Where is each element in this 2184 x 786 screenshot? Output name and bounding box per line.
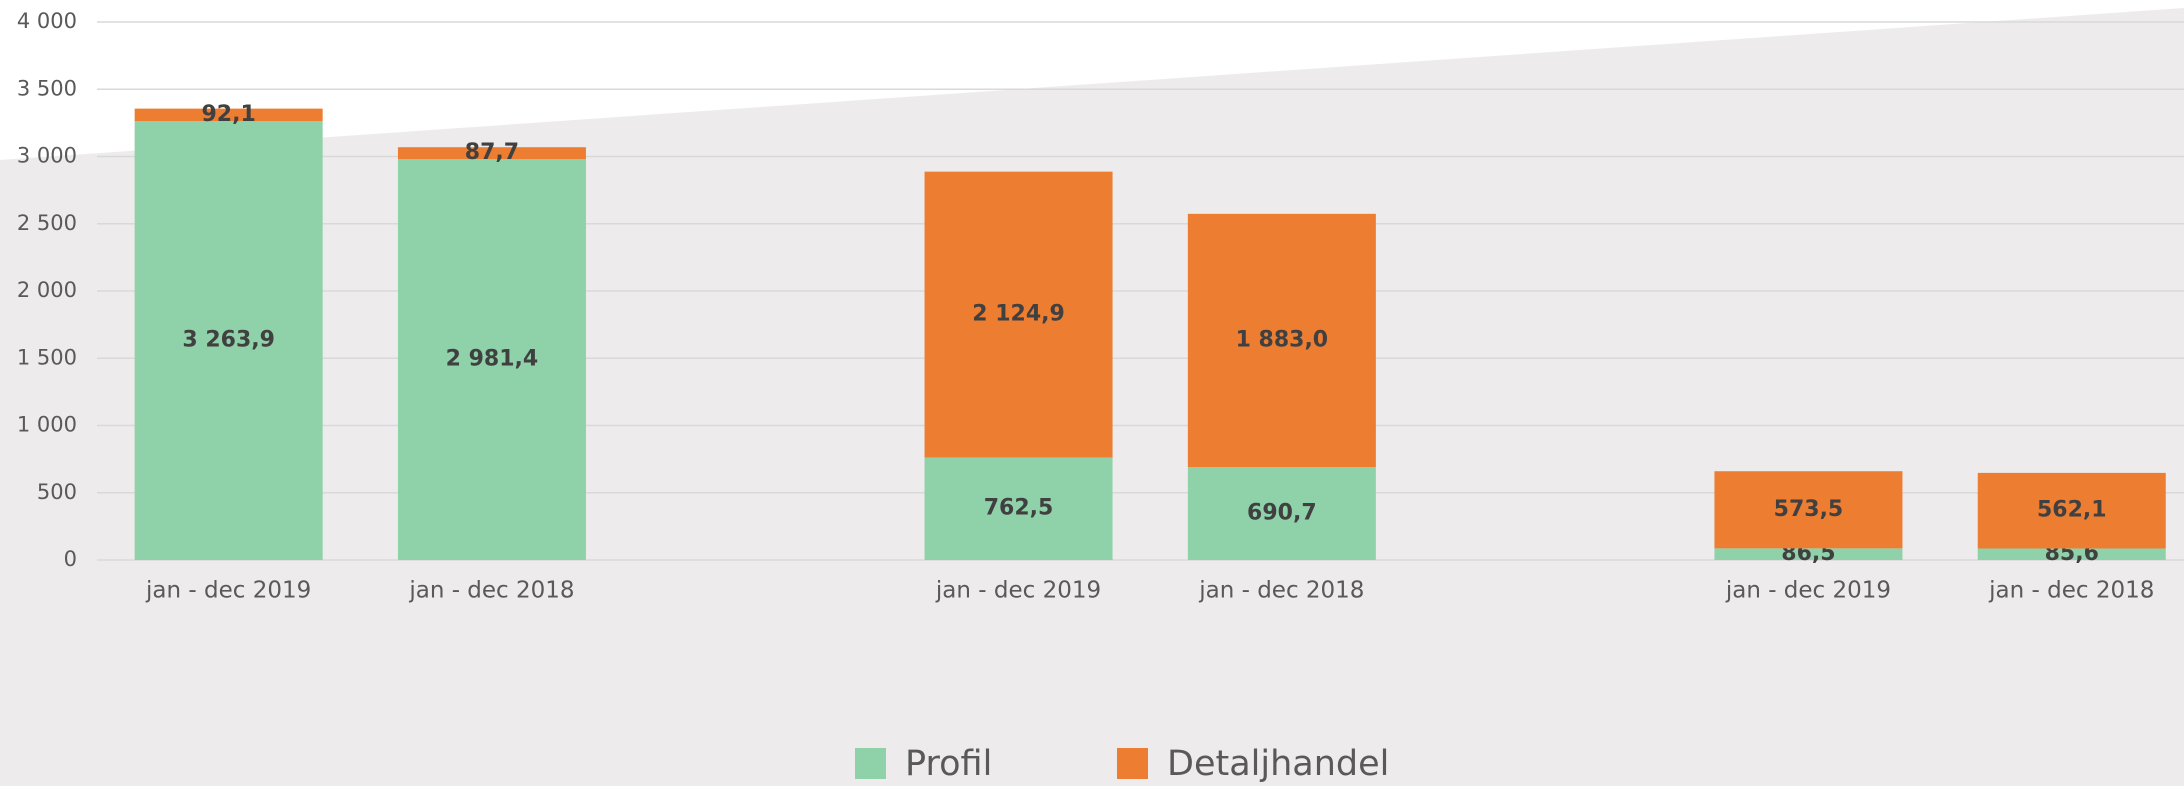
legend-label: Profil [905,744,992,784]
y-tick-label: 1 000 [17,413,77,437]
bar-segment [1977,548,2166,560]
x-tick-label: jan - dec 2018 [1198,578,1364,604]
y-tick-label: 1 500 [17,345,77,369]
x-tick-label: jan - dec 2019 [1725,578,1891,604]
bar-segment [134,121,323,561]
bar-segment [1714,471,1903,549]
x-tick-label: jan - dec 2018 [408,578,574,604]
bar-segment [1187,213,1376,468]
data-label: 87,7 [465,140,519,165]
y-tick-label: 0 [64,547,77,571]
data-label: 1 883,0 [1236,327,1329,352]
y-tick-label: 3 500 [17,76,77,100]
data-label: 762,5 [984,496,1054,521]
y-tick-label: 4 000 [17,9,77,33]
bar-segment [397,147,586,160]
bar-segment [1714,548,1903,560]
legend-swatch [1117,748,1148,779]
data-label: 2 981,4 [446,347,539,372]
data-label: 92,1 [202,102,256,127]
bar-segment [1187,467,1376,560]
x-tick-label: jan - dec 2018 [1988,578,2154,604]
data-label: 2 124,9 [972,302,1065,327]
y-tick-label: 2 500 [17,211,77,235]
y-tick-label: 500 [37,480,77,504]
bar-segment [924,457,1113,560]
data-label: 690,7 [1247,501,1317,526]
x-tick-label: jan - dec 2019 [145,578,311,604]
bar-segment [924,171,1113,458]
background-swoosh [0,0,2184,160]
bar-segment [134,108,323,122]
bar-segment [1977,472,2166,549]
legend-swatch [855,748,886,779]
data-label: 562,1 [2037,498,2107,523]
data-label: 3 263,9 [182,328,275,353]
data-label: 573,5 [1774,497,1844,522]
y-tick-label: 2 000 [17,278,77,302]
bar-segment [397,159,586,560]
y-tick-label: 3 000 [17,144,77,168]
legend-label: Detaljhandel [1167,744,1389,784]
x-tick-label: jan - dec 2019 [935,578,1101,604]
